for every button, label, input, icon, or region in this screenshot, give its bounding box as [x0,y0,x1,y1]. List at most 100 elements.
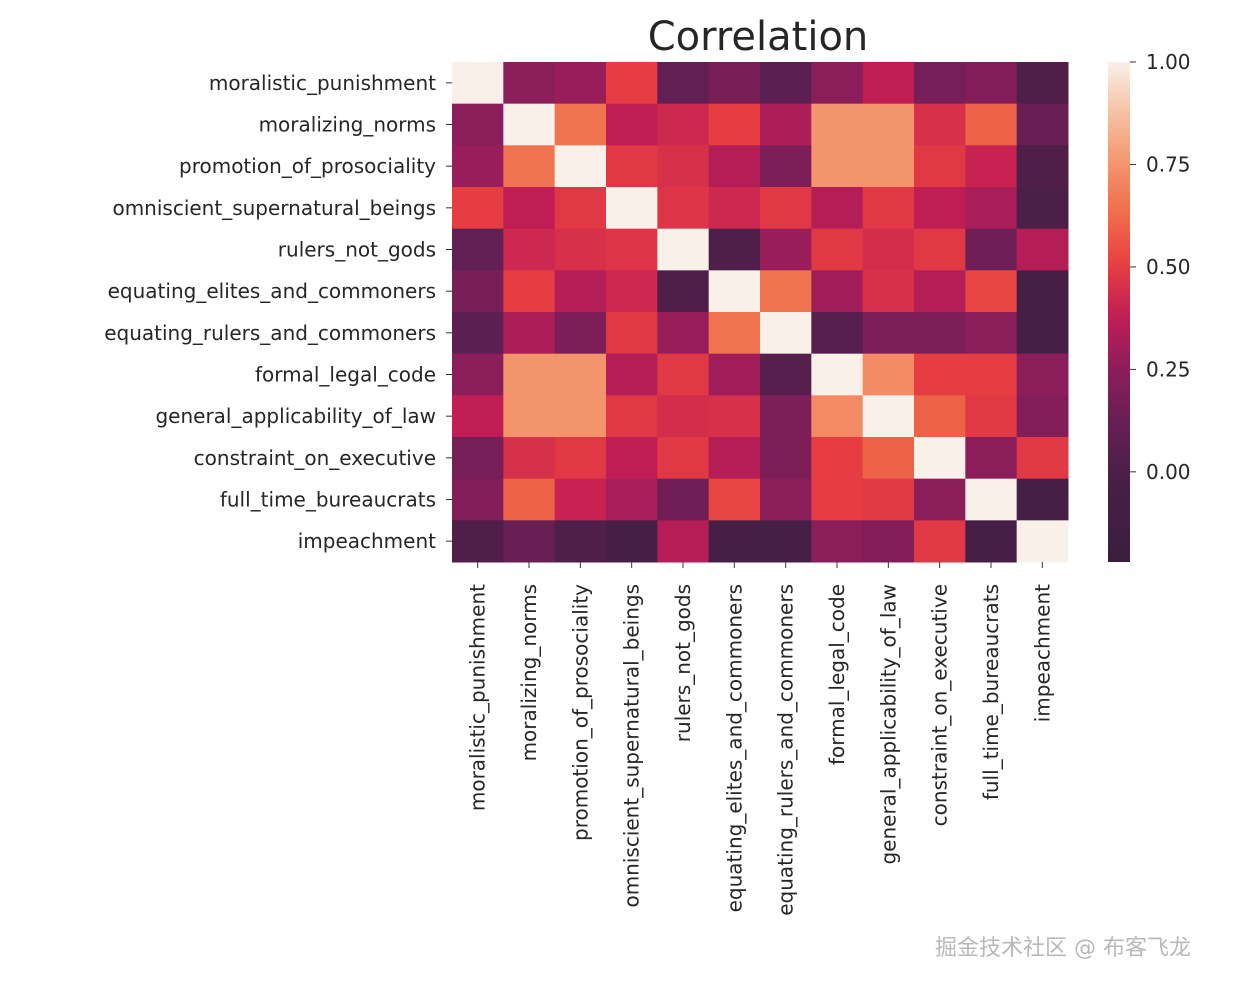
heatmap-cell [503,228,556,271]
heatmap-cell [914,228,966,271]
heatmap-cell [760,520,812,563]
heatmap-cell [1016,520,1069,563]
heatmap-cell [914,353,966,396]
heatmap-cell [862,145,915,188]
heatmap-cell [452,62,504,105]
heatmap-cell [503,145,556,188]
heatmap-cell [1016,312,1069,355]
heatmap-cell [503,353,556,396]
heatmap-cell [708,270,761,313]
heatmap-cell [862,437,915,480]
colorbar-tick-label: 0.25 [1146,357,1191,381]
heatmap-cell [965,270,1018,313]
heatmap-cell [914,270,966,313]
heatmap-cell [554,62,607,105]
heatmap-cell [606,228,658,271]
heatmap-cell [914,437,966,480]
heatmap-cell [811,228,864,271]
y-tick-label: moralistic_punishment [209,71,436,95]
heatmap-cell [554,228,607,271]
heatmap-cell [1016,62,1069,105]
heatmap-cell [606,62,658,105]
heatmap-cell [503,62,556,105]
heatmap-cell [1016,103,1069,146]
heatmap-cell [760,145,812,188]
colorbar-tick-label: 1.00 [1146,50,1191,74]
heatmap-cell [914,187,966,230]
heatmap-cell [914,103,966,146]
heatmap-cell [862,395,915,438]
heatmap-cell [657,353,710,396]
x-tick-label: formal_legal_code [825,584,849,765]
heatmap-cell [606,103,658,146]
heatmap-cell [554,395,607,438]
heatmap-cell [708,395,761,438]
heatmap-cell [1016,478,1069,521]
x-tick-label: omniscient_supernatural_beings [620,584,644,908]
heatmap-cell [708,353,761,396]
heatmap-cell [914,62,966,105]
heatmap-cell [503,520,556,563]
y-tick-label: moralizing_norms [259,113,436,137]
heatmap-cell [657,270,710,313]
y-tick-label: formal_legal_code [255,363,436,387]
heatmap-cell [452,437,504,480]
heatmap-cell [760,437,812,480]
heatmap-cell [1016,437,1069,480]
heatmap-cell [606,270,658,313]
heatmap-cell [862,270,915,313]
heatmap-cell [503,478,556,521]
heatmap-cell [554,353,607,396]
heatmap-cell [606,353,658,396]
heatmap-cell [965,145,1018,188]
heatmap-cell [657,478,710,521]
heatmap-cell [452,353,504,396]
heatmap-cell [452,228,504,271]
heatmap-cell [760,312,812,355]
heatmap-cell [862,312,915,355]
heatmap-cell [862,228,915,271]
colorbar-tick-label: 0.75 [1146,152,1191,176]
heatmap-cell [862,187,915,230]
heatmap-cell [811,395,864,438]
x-tick-label: equating_rulers_and_commoners [774,584,798,916]
heatmap-cell [862,520,915,563]
heatmap-cell [965,437,1018,480]
heatmap-cell [1016,270,1069,313]
chart-title: Correlation [648,14,869,60]
colorbar [1108,62,1130,562]
heatmap-cell [554,478,607,521]
heatmap-cell [760,353,812,396]
heatmap-cell [657,312,710,355]
heatmap-cell [1016,228,1069,271]
heatmap-cell [452,520,504,563]
heatmap-cell [657,62,710,105]
heatmap-cell [1016,353,1069,396]
heatmap-cell [657,145,710,188]
colorbar-tick-label: 0.50 [1146,255,1191,279]
heatmap-cell [914,312,966,355]
heatmap-cell [657,103,710,146]
heatmap-cell [708,437,761,480]
heatmap-cell [503,395,556,438]
colorbar-tick-label: 0.00 [1146,460,1191,484]
heatmap-cell [503,437,556,480]
heatmap-cell [811,145,864,188]
x-tick-label: rulers_not_gods [671,584,695,742]
y-tick-label: omniscient_supernatural_beings [112,196,436,220]
x-tick-label: moralizing_norms [517,584,541,761]
heatmap-cell [914,520,966,563]
heatmap-cell [503,312,556,355]
heatmap-cell [606,187,658,230]
x-tick-label: general_applicability_of_law [876,584,900,865]
heatmap-cell [811,187,864,230]
heatmap-cell [914,478,966,521]
y-tick-label: rulers_not_gods [278,238,436,262]
heatmap-cell [606,145,658,188]
heatmap-cell [554,520,607,563]
heatmap-cell [965,187,1018,230]
heatmap-cell [708,145,761,188]
heatmap-cell [811,270,864,313]
heatmap-cell [1016,395,1069,438]
